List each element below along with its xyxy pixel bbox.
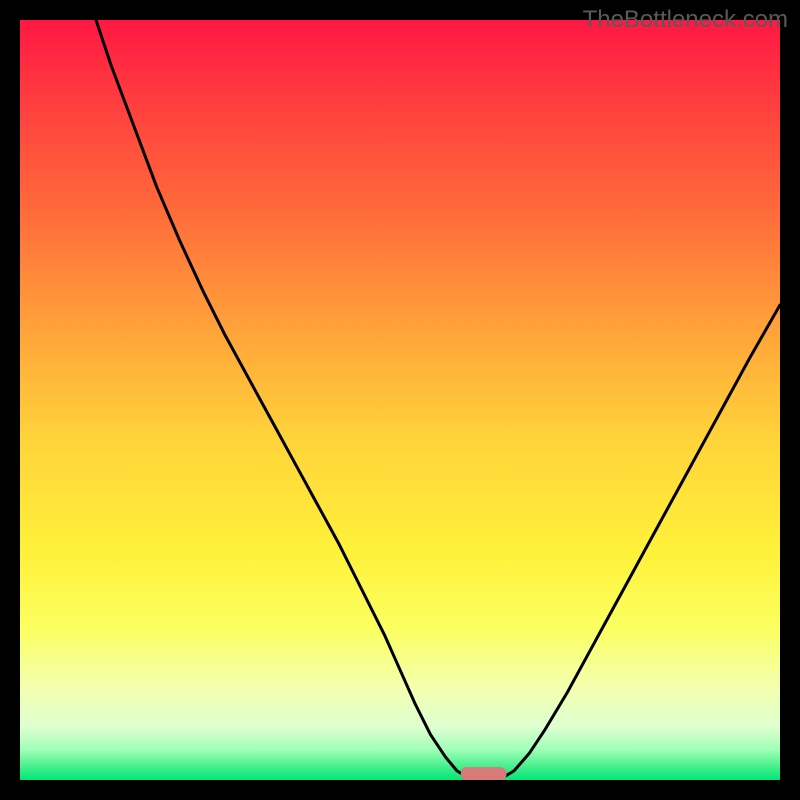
- chart-svg: [0, 0, 800, 800]
- optimal-marker: [461, 767, 507, 781]
- chart-gradient-bg: [20, 20, 780, 780]
- bottleneck-chart: TheBottleneck.com: [0, 0, 800, 800]
- watermark-text: TheBottleneck.com: [583, 6, 788, 34]
